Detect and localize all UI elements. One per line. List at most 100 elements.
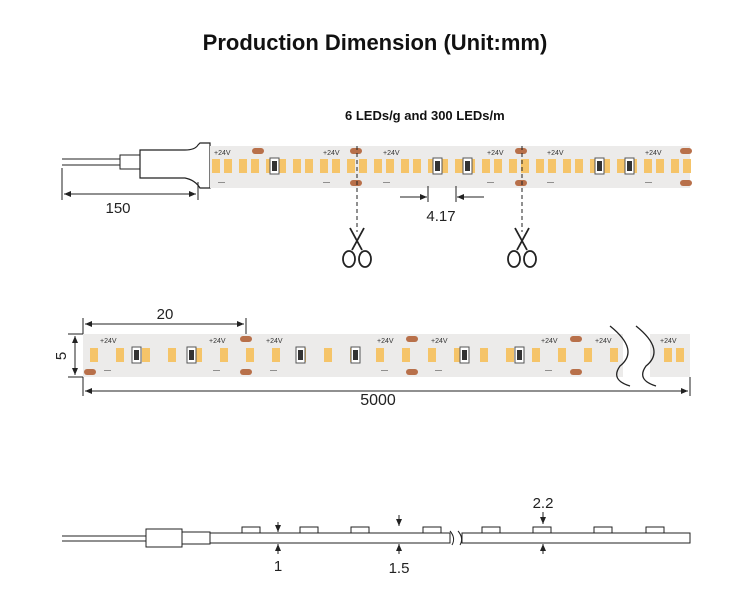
led-chip (305, 159, 313, 173)
strip-2-leds: +24V +24V +24V +24V +24V +24V +24V +24V — — — — — — (84, 336, 684, 375)
led-chip (558, 348, 566, 362)
minus-label: — (270, 367, 277, 374)
led-chip (509, 159, 517, 173)
break-mark-right (635, 325, 657, 387)
led-chip (413, 159, 421, 173)
minus-label: — (213, 367, 220, 374)
voltage-label: +24V (323, 150, 340, 157)
voltage-label: +24V (100, 338, 117, 345)
led-chip (644, 159, 652, 173)
led-chip (212, 159, 220, 173)
strip-1-assembly: +24V +24V +24V +24V +24V +24V — — — — — — 150 4.17 (61, 142, 692, 232)
led-chip (401, 159, 409, 173)
solder-pad (680, 180, 692, 186)
led-chip (532, 348, 540, 362)
solder-pad (350, 180, 362, 186)
led-chip (359, 159, 367, 173)
lead-length-label: 150 (105, 200, 130, 217)
solder-pad (570, 369, 582, 375)
solder-pad (406, 336, 418, 342)
led-chip (676, 348, 684, 362)
solder-pad (240, 369, 252, 375)
led-chip (575, 159, 583, 173)
led-chip (664, 348, 672, 362)
resistor-body (272, 161, 277, 171)
led-chip (671, 159, 679, 173)
led-chip (548, 159, 556, 173)
led-profile (645, 526, 665, 534)
minus-label: — (381, 367, 388, 374)
solder-pad (252, 148, 264, 154)
minus-label: — (545, 367, 552, 374)
profile-leds (241, 526, 665, 534)
profile-strip-right (461, 532, 691, 544)
total-thickness-label: 1.5 (389, 560, 410, 577)
strip-2-assembly: +24V +24V +24V +24V +24V +24V +24V +24V — — — — — — 2… (53, 306, 691, 409)
led-height-label: 2.2 (533, 495, 554, 512)
led-chip (194, 348, 202, 362)
resistor-body (435, 161, 440, 171)
led-chip (239, 159, 247, 173)
led-chip (116, 348, 124, 362)
led-profile (481, 526, 501, 534)
solder-pad (570, 336, 582, 342)
minus-label: — (487, 179, 494, 186)
led-chip (455, 159, 463, 173)
led-chip (278, 159, 286, 173)
led-chip (584, 348, 592, 362)
voltage-label: +24V (660, 338, 677, 345)
resistor-body (597, 161, 602, 171)
resistor-body (627, 161, 632, 171)
led-chip (610, 348, 618, 362)
led-chip (494, 159, 502, 173)
voltage-label: +24V (431, 338, 448, 345)
led-chip (251, 159, 259, 173)
minus-label: — (218, 179, 225, 186)
led-chip (480, 348, 488, 362)
led-chip (536, 159, 544, 173)
total-length-label: 5000 (360, 392, 396, 409)
voltage-label: +24V (214, 150, 231, 157)
led-chip (332, 159, 340, 173)
resistor-body (134, 350, 139, 360)
resistor-body (462, 350, 467, 360)
led-chip (602, 159, 610, 173)
profile-strip-left (209, 532, 451, 544)
led-chip (246, 348, 254, 362)
page-title: Production Dimension (Unit:mm) (202, 30, 548, 55)
scissors-icon (342, 227, 372, 268)
led-chip (324, 348, 332, 362)
led-profile (422, 526, 442, 534)
voltage-label: +24V (595, 338, 612, 345)
led-chip (224, 159, 232, 173)
group-length-label: 20 (157, 306, 174, 323)
led-profile (350, 526, 370, 534)
scissors-icon (507, 227, 537, 268)
profile-connector (145, 528, 183, 548)
resistor-body (353, 350, 358, 360)
solder-pad (515, 180, 527, 186)
led-chip (617, 159, 625, 173)
resistor-body (465, 161, 470, 171)
led-chip (402, 348, 410, 362)
solder-pad (240, 336, 252, 342)
width-label: 5 (53, 352, 70, 360)
led-chip (272, 348, 280, 362)
voltage-label: +24V (377, 338, 394, 345)
solder-pad (84, 369, 96, 375)
voltage-label: +24V (645, 150, 662, 157)
led-chip (347, 159, 355, 173)
side-profile: 1 1.5 2.2 (62, 495, 691, 577)
voltage-label: +24V (209, 338, 226, 345)
led-chip (428, 159, 436, 173)
connector (139, 142, 211, 189)
minus-label: — (383, 179, 390, 186)
minus-label: — (104, 367, 111, 374)
led-chip (454, 348, 462, 362)
solder-pad (406, 369, 418, 375)
led-chip (142, 348, 150, 362)
led-chip (320, 159, 328, 173)
minus-label: — (547, 179, 554, 186)
led-chip (482, 159, 490, 173)
